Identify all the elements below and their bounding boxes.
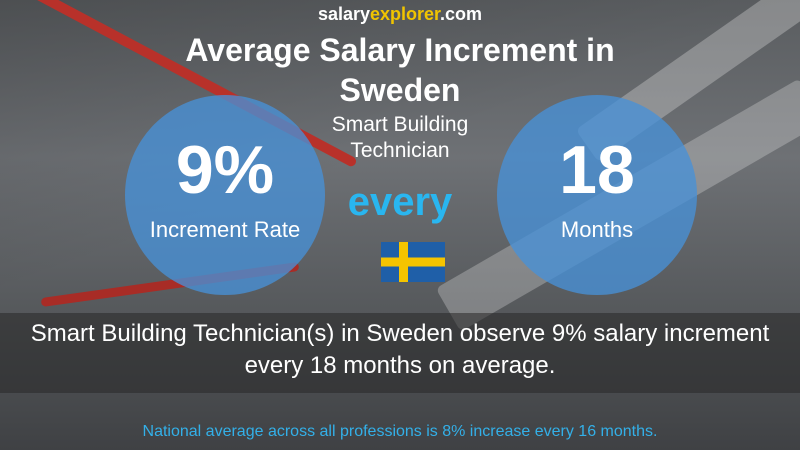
summary: Smart Building Technician(s) in Sweden o…	[30, 320, 770, 379]
site-name: salaryexplorer.com	[0, 4, 800, 25]
rate-label: Increment Rate	[149, 217, 301, 242]
site-part: salary	[317, 4, 370, 24]
connector: every	[347, 180, 453, 224]
footer-note: National average across all professions …	[142, 423, 658, 440]
summary-band	[0, 313, 800, 393]
subtitle: Smart Building Technician	[331, 113, 469, 162]
period-label: Months	[560, 217, 634, 242]
rate-value: 9%	[175, 132, 275, 208]
title: Average Salary Increment in Sweden	[185, 32, 615, 108]
site-part: explorer	[370, 4, 441, 24]
flag	[381, 242, 445, 282]
period-circle: 18 Months	[497, 95, 697, 295]
period-value: 18	[559, 132, 635, 208]
rate-circle: 9% Increment Rate	[125, 95, 325, 295]
site-part: .com	[440, 4, 483, 24]
